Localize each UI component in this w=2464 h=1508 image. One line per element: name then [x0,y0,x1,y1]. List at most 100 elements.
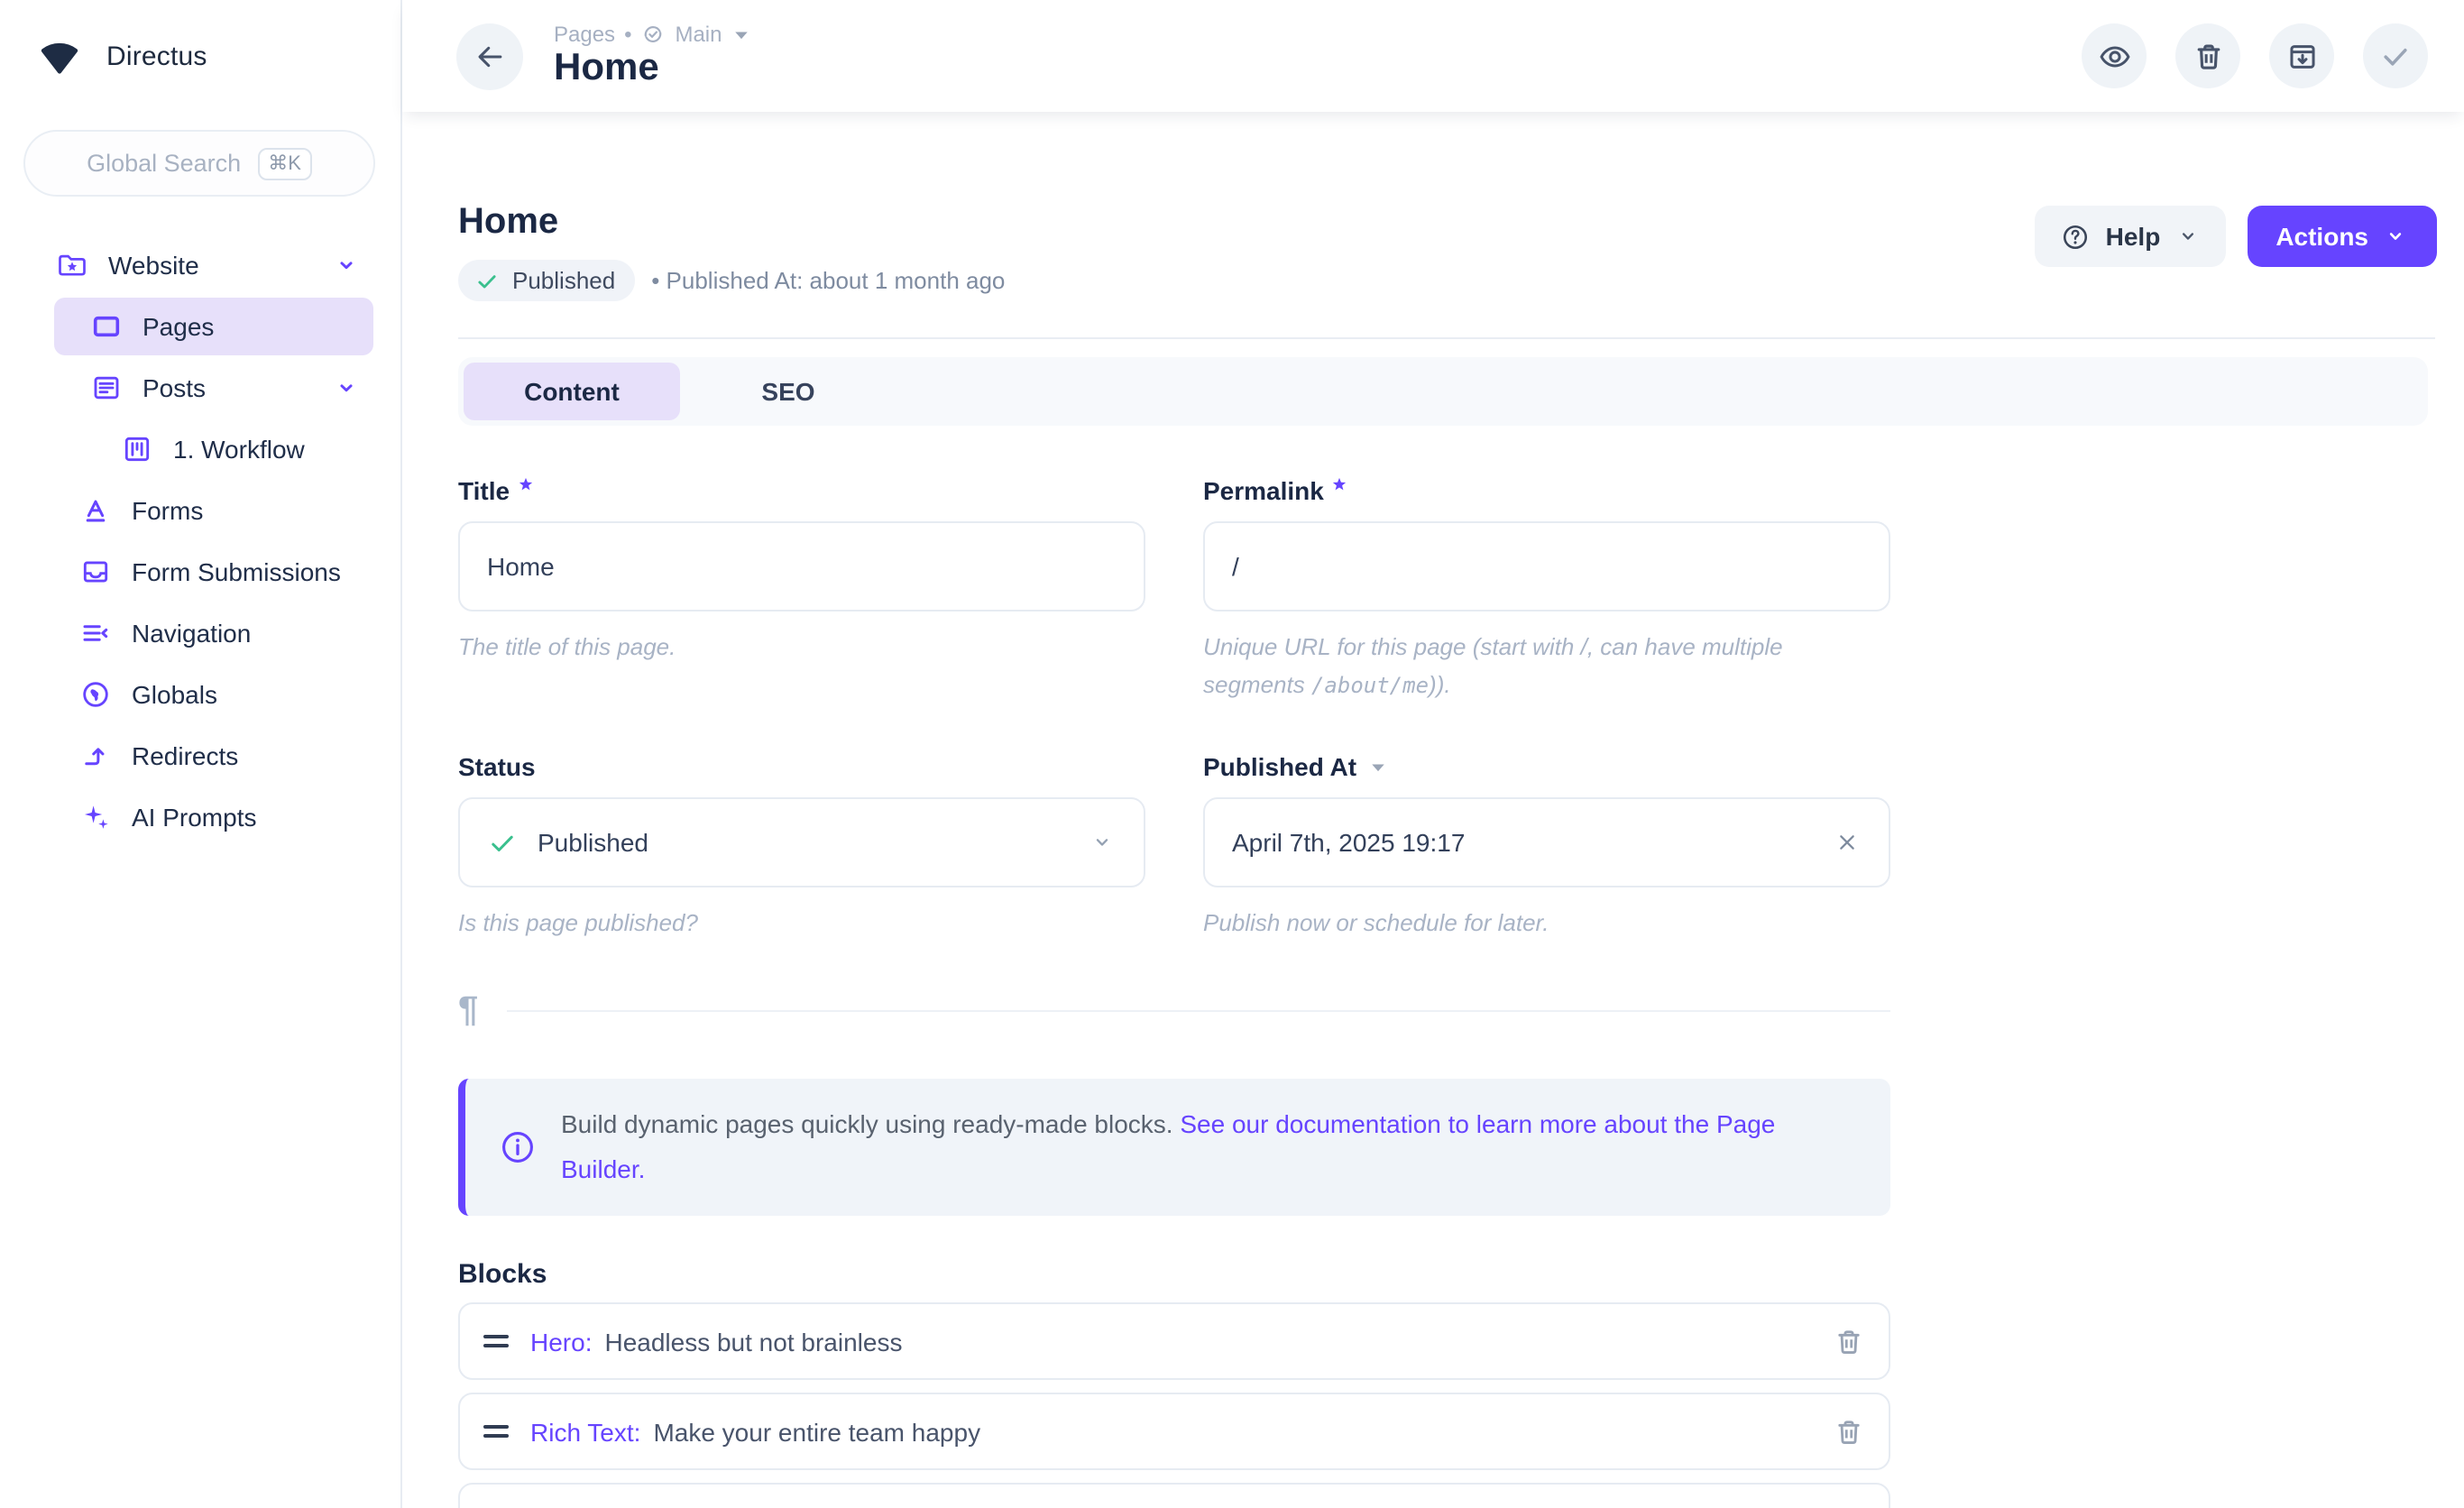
app-title: Directus [106,41,207,71]
block-title: Make your entire team happy [653,1417,981,1447]
tab-seo[interactable]: SEO [680,363,896,420]
help-button-label: Help [2105,222,2161,251]
check-icon [474,268,500,293]
sidebar-item-label: 1. Workflow [173,435,305,464]
sidebar-nav: Website Pages Posts [0,236,400,846]
block-row-gallery[interactable]: Gallery: Check out some of our latest te… [458,1483,1890,1508]
trash-icon[interactable] [1833,1415,1865,1448]
status-field-label: Status [458,752,1145,781]
tab-content[interactable]: Content [464,363,680,420]
chevron-down-icon [2383,224,2408,249]
sidebar-item-label: Website [108,251,199,280]
letter-a-icon [79,494,112,527]
permalink-input-box [1203,521,1890,611]
sidebar-item-ai-prompts[interactable]: AI Prompts [54,788,373,846]
status-row: Published • Published At: about 1 month … [458,260,1005,301]
globe-icon [79,678,112,711]
sidebar-item-label: AI Prompts [132,803,257,832]
version-sync-icon [640,22,666,47]
check-icon [2377,38,2413,74]
save-button[interactable] [2363,23,2428,88]
banner-message: Build dynamic pages quickly using ready-… [561,1108,1181,1138]
back-button[interactable] [456,23,523,89]
sidebar-item-forms[interactable]: Forms [54,482,373,539]
drag-handle-icon[interactable] [483,1334,509,1348]
status-badge: Published [458,260,636,301]
sidebar-item-label: Pages [143,312,215,341]
version-label[interactable]: Main [675,22,722,47]
permalink-input[interactable] [1232,552,1862,581]
pilcrow-icon[interactable]: ¶ [458,989,479,1030]
folder-star-icon [56,249,88,281]
header-divider [458,337,2435,339]
permalink-field: Permalink Unique URL for this page (star… [1203,476,1890,705]
banner-text: Build dynamic pages quickly using ready-… [561,1101,1858,1192]
redirect-arrow-icon [79,740,112,772]
sidebar-item-globals[interactable]: Globals [54,666,373,723]
clear-x-icon[interactable] [1833,828,1862,857]
title-field-note: The title of this page. [458,633,676,660]
block-row-rich-text[interactable]: Rich Text: Make your entire team happy [458,1393,1890,1471]
breadcrumb-collection[interactable]: Pages [554,22,616,47]
title-input[interactable] [487,552,1117,581]
search-placeholder: Global Search [87,150,242,177]
status-field: Status Published Is this page published? [458,752,1145,942]
published-at-field-label: Published At [1203,752,1890,781]
kanban-icon [121,433,153,465]
status-select[interactable]: Published [458,797,1145,888]
status-badge-label: Published [512,267,616,294]
block-type-link[interactable]: Hero: [530,1327,593,1356]
documentation-link[interactable]: See our documentation to learn more abou… [561,1108,1776,1183]
field-label-text: Published At [1203,752,1357,782]
preview-button[interactable] [2082,23,2147,88]
block-type-link[interactable]: Rich Text: [530,1417,641,1447]
breadcrumb[interactable]: Pages • Main [554,22,749,47]
sidebar-item-posts[interactable]: Posts [54,359,373,417]
form-column: Title The title of this page. Permali [458,476,1890,1508]
divider-line [507,1009,1890,1012]
chevron-down-icon[interactable] [332,251,361,280]
topbar-actions [2082,23,2428,88]
sidebar-item-label: Forms [132,496,204,525]
chevron-down-icon[interactable] [332,373,361,402]
drag-handle-icon[interactable] [483,1424,509,1439]
topbar-page-title: Home [554,47,659,88]
published-at-input-box[interactable]: April 7th, 2025 19:17 [1203,797,1890,888]
actions-button-label: Actions [2276,222,2368,251]
archive-icon [2285,39,2319,73]
breadcrumb-separator: • [624,22,632,47]
delete-button[interactable] [2175,23,2240,88]
actions-button[interactable]: Actions [2247,206,2437,267]
trash-icon[interactable] [1833,1325,1865,1357]
chevron-down-icon[interactable] [1088,828,1117,857]
topbar: Pages • Main Home [402,0,2464,112]
sidebar-item-redirects[interactable]: Redirects [54,727,373,785]
sidebar-item-pages[interactable]: Pages [54,298,373,355]
sidebar-item-navigation[interactable]: Navigation [54,604,373,662]
title-input-box [458,521,1145,611]
global-search-input[interactable]: Global Search ⌘K [23,130,375,197]
published-at-field: Published At April 7th, 2025 19:17 Publi… [1203,752,1890,942]
help-circle-icon [2061,221,2092,252]
status-field-note: Is this page published? [458,909,698,937]
triangle-down-icon[interactable] [735,30,749,39]
editor-divider: ¶ [458,989,1890,1031]
topbar-title-block: Pages • Main Home [554,22,749,90]
note-text: Unique URL for this page (start with /, … [1203,633,1783,699]
check-icon [487,827,518,858]
block-row-hero[interactable]: Hero: Headless but not brainless [458,1302,1890,1381]
content-area: Home Published • Published At: about 1 m… [402,112,2464,1508]
menu-open-icon [79,617,112,649]
permalink-field-label: Permalink [1203,476,1890,505]
field-grid: Title The title of this page. Permali [458,476,1890,942]
sidebar-item-website[interactable]: Website [54,236,373,294]
required-star-icon [517,476,533,492]
triangle-down-icon[interactable] [1371,762,1385,771]
archive-button[interactable] [2269,23,2334,88]
page-header: Home Published • Published At: about 1 m… [458,202,2437,301]
sidebar-item-form-submissions[interactable]: Form Submissions [54,543,373,601]
sidebar-item-workflow[interactable]: 1. Workflow [54,420,373,478]
help-button[interactable]: Help [2035,206,2226,267]
required-star-icon [1331,476,1347,492]
page-title: Home [458,202,559,242]
